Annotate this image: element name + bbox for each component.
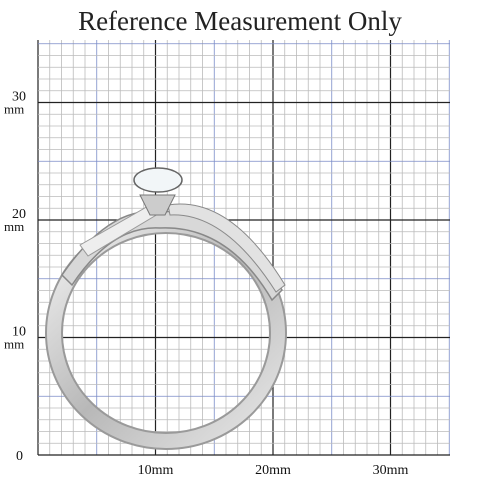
ring <box>45 167 287 450</box>
y-label: 20 <box>12 207 26 222</box>
y-label: 10 <box>12 325 26 340</box>
title: Reference Measurement Only <box>78 6 402 36</box>
x-label: 10mm <box>138 463 174 478</box>
x-label: 30mm <box>373 463 409 478</box>
origin-label: 0 <box>16 449 23 464</box>
y-unit: mm <box>4 337 24 352</box>
ring-split <box>167 203 286 293</box>
stone <box>133 167 183 193</box>
y-unit: mm <box>4 219 24 234</box>
y-unit: mm <box>4 102 24 117</box>
y-label: 30 <box>12 90 26 105</box>
x-label: 20mm <box>255 463 291 478</box>
stone-setting <box>139 194 176 216</box>
